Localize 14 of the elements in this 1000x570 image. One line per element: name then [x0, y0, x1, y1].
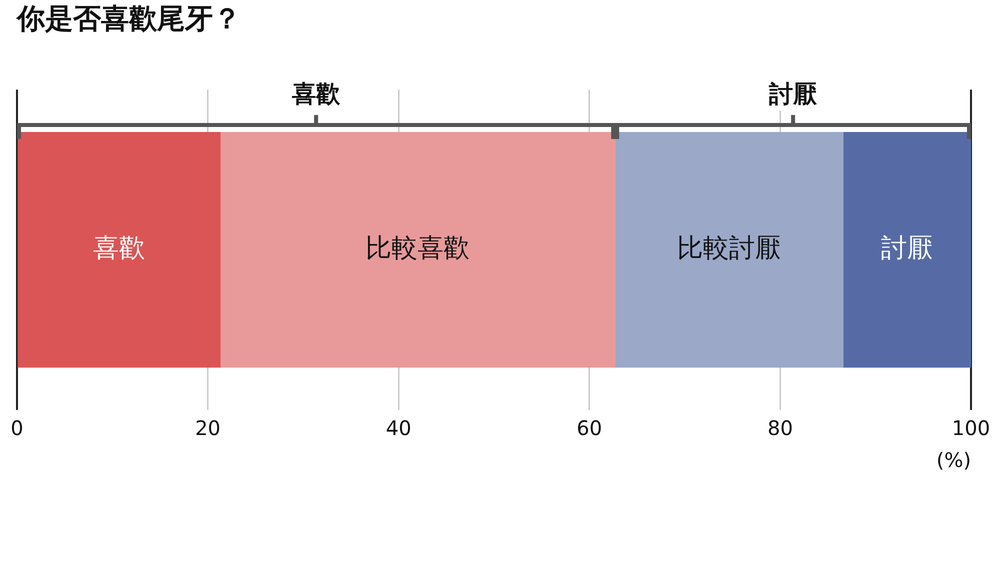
x-tick-label: 60 — [576, 416, 602, 440]
x-axis-title: (%) — [936, 448, 971, 472]
series-label: 討厭 — [881, 234, 934, 264]
text: 討厭 — [768, 80, 818, 108]
chart-title: 你是否喜歡尾牙？ — [15, 2, 241, 36]
x-tick-label: 80 — [767, 416, 793, 440]
x-tick-label: 40 — [386, 416, 412, 440]
series-label: 比較討厭 — [677, 234, 782, 264]
x-tick-label: 0 — [10, 416, 24, 440]
series-label: 喜歡 — [93, 234, 146, 264]
text: 喜歡 — [291, 80, 342, 108]
x-tick-label: 100 — [952, 416, 990, 440]
series-label: 比較喜歡 — [366, 234, 470, 264]
x-tick-label: 20 — [195, 416, 221, 440]
